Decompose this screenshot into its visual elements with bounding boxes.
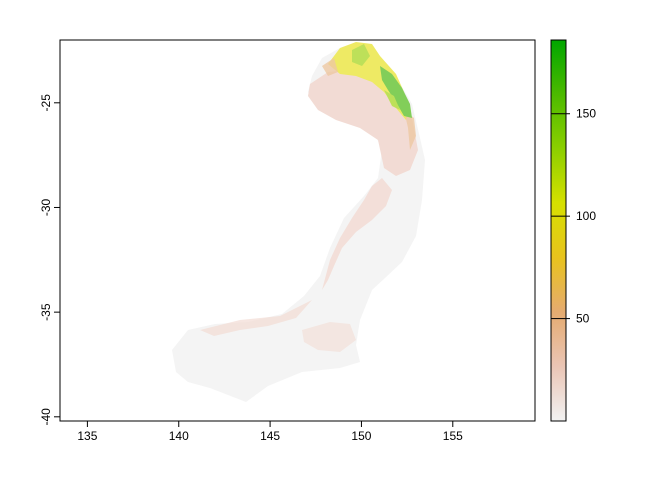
x-tick-label: 135	[77, 429, 97, 443]
y-tick-label: -30	[39, 198, 53, 216]
y-axis: -25 -30 -35 -40	[39, 94, 60, 426]
legend-tick-label: 50	[576, 312, 590, 326]
y-tick-label: -40	[39, 408, 53, 426]
legend-tick-label: 100	[576, 209, 596, 223]
legend-tick-label: 150	[576, 107, 596, 121]
x-tick-label: 155	[443, 429, 463, 443]
x-tick-label: 140	[169, 429, 189, 443]
x-tick-label: 150	[351, 429, 371, 443]
x-axis: 135 140 145 150 155	[77, 421, 463, 443]
y-tick-label: -25	[39, 94, 53, 112]
legend-colorbar	[550, 39, 567, 422]
raster-layer	[170, 40, 430, 410]
y-tick-label: -35	[39, 303, 53, 321]
raster-speckle	[170, 40, 430, 410]
x-tick-label: 145	[260, 429, 280, 443]
plot-panel-frame	[59, 39, 536, 422]
legend-ticks: 50 100 150	[551, 107, 596, 326]
